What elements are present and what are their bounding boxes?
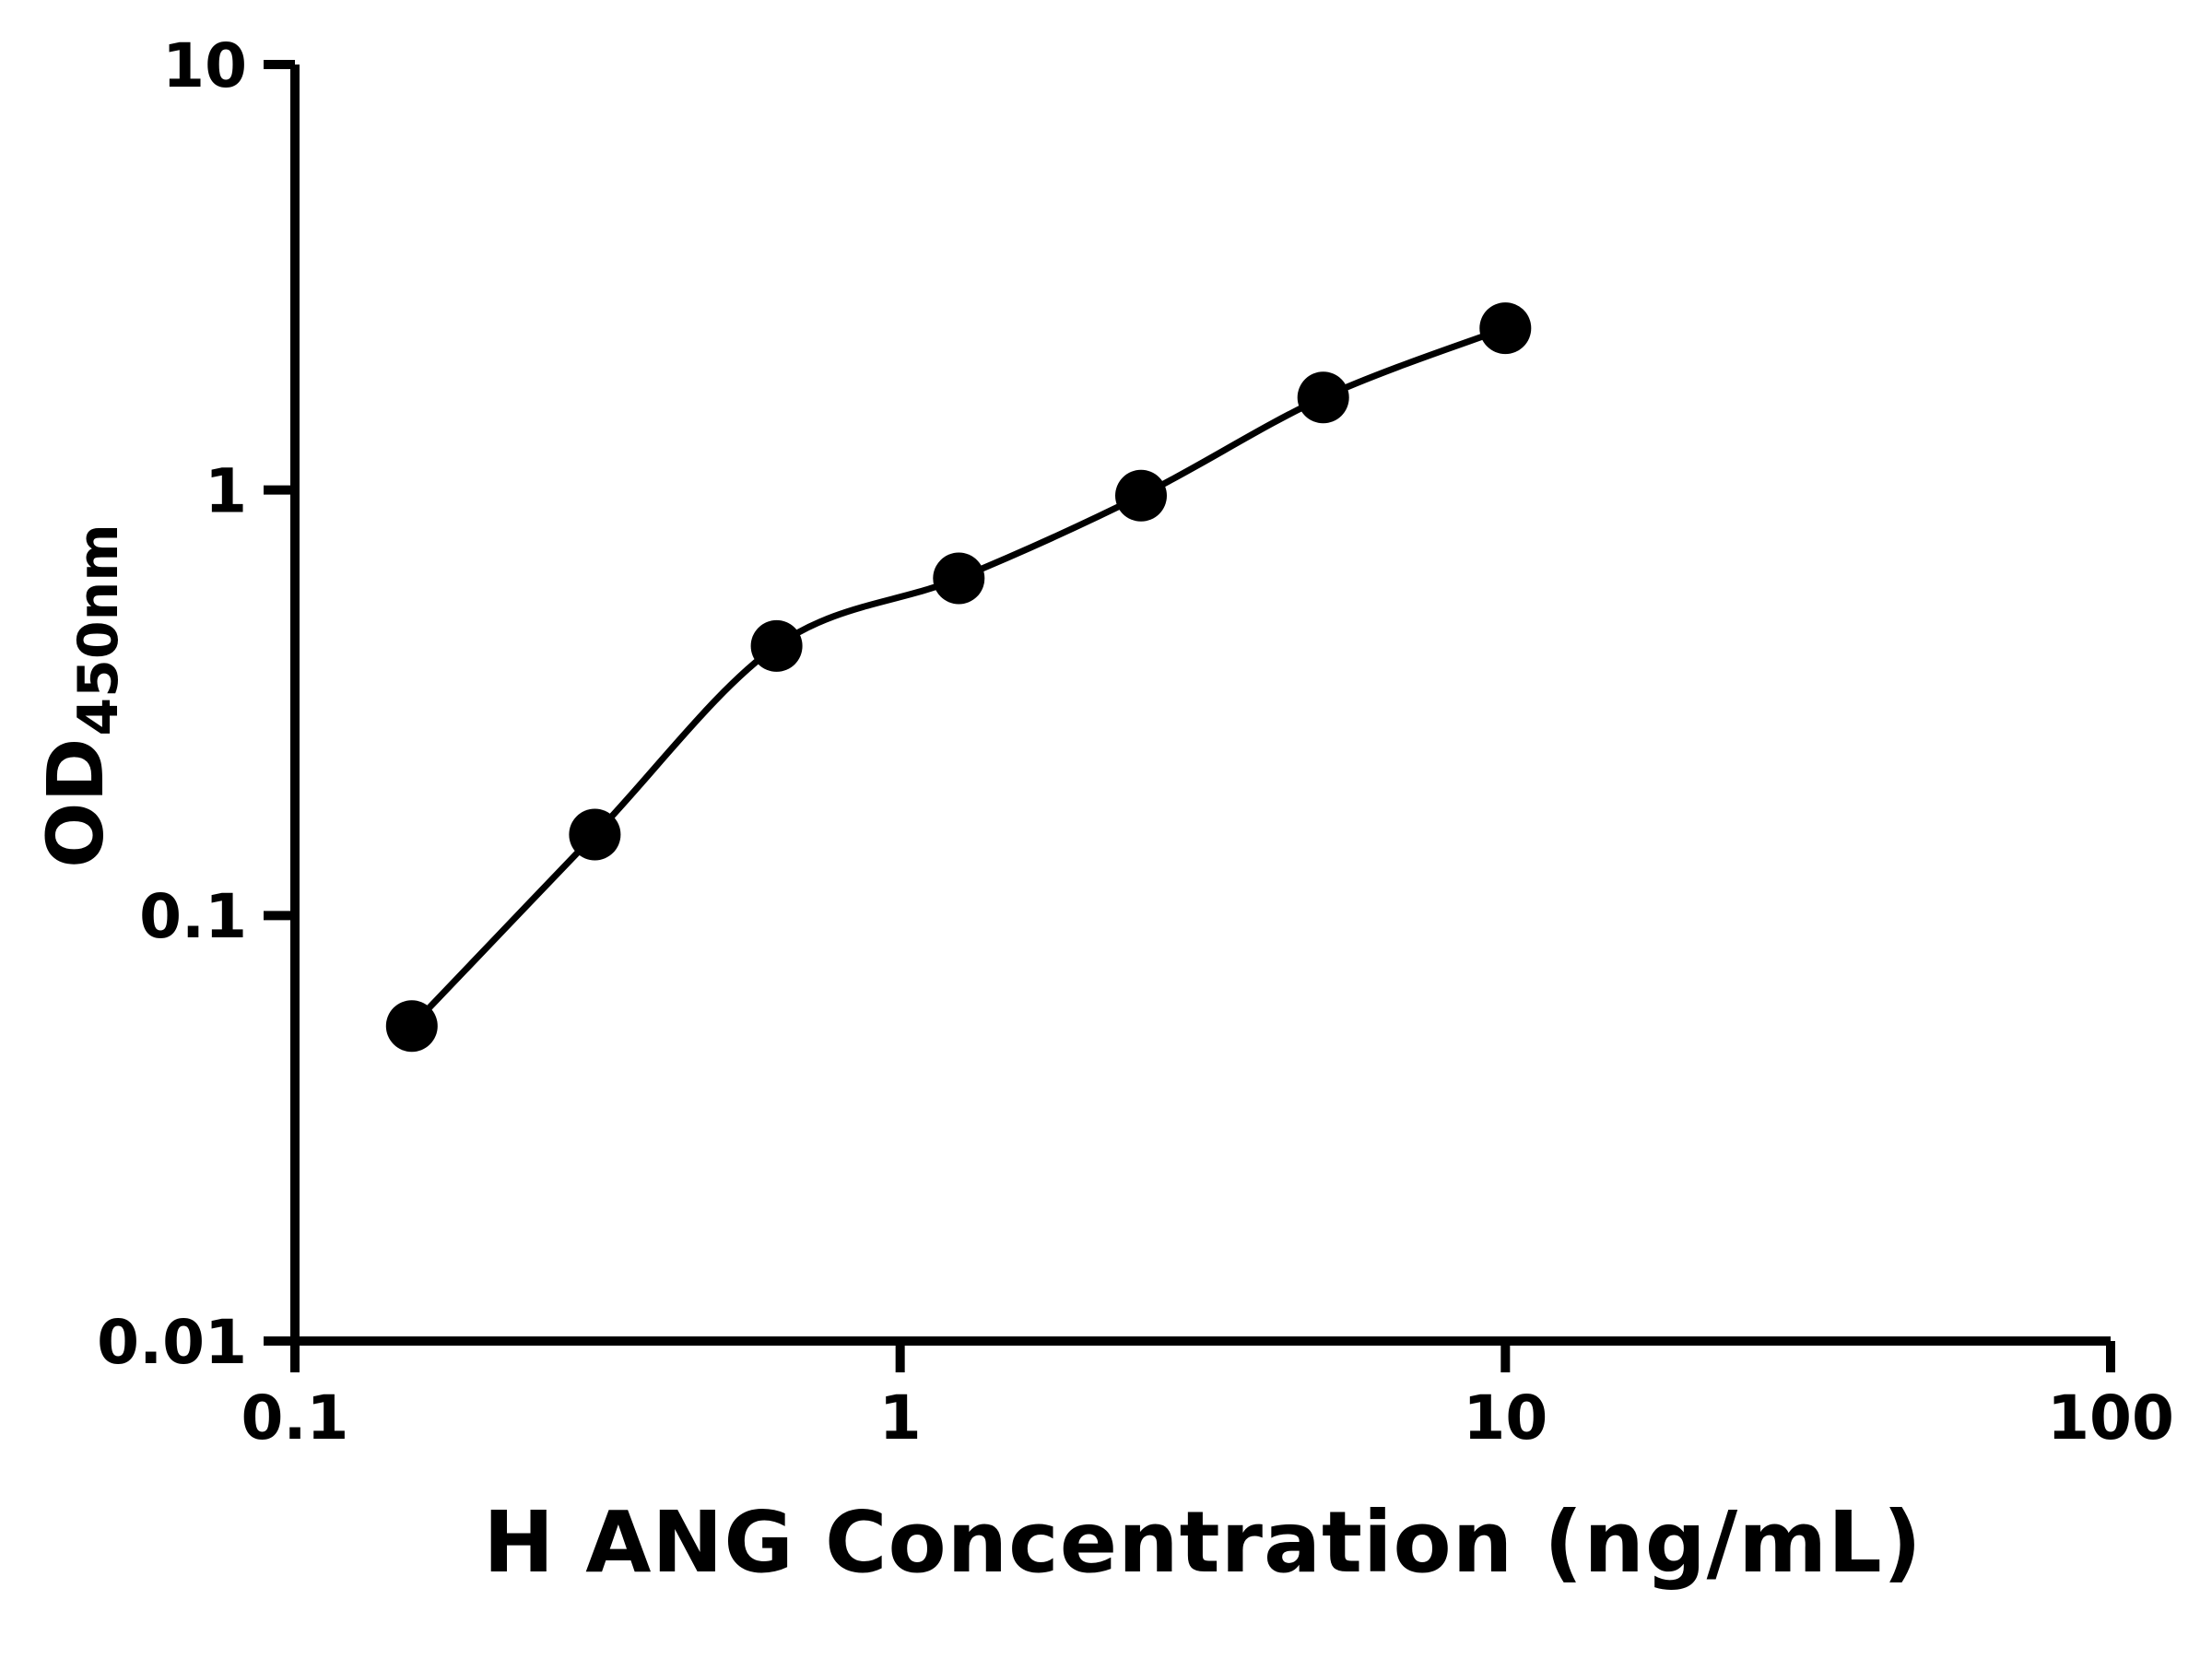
data-point <box>569 808 621 861</box>
data-point <box>1115 469 1167 522</box>
y-axis-label: OD450nm <box>30 524 131 868</box>
data-point <box>750 619 803 672</box>
axes-spines <box>290 65 2111 1346</box>
x-axis-label: H ANG Concentration (ng/mL) <box>483 1493 1923 1592</box>
data-point <box>1479 302 1532 355</box>
y-tick-label: 0.01 <box>97 1307 247 1378</box>
data-point <box>933 552 985 605</box>
y-tick-label: 1 <box>205 455 247 526</box>
x-tick-label: 100 <box>2047 1382 2174 1453</box>
fit-curve <box>409 324 1507 1029</box>
y-tick-label: 0.1 <box>139 881 247 952</box>
y-axis-label-main: OD <box>30 737 121 868</box>
x-tick-label: 0.1 <box>241 1382 349 1453</box>
x-tick-label: 1 <box>879 1382 922 1453</box>
y-axis-label-subscript: 450nm <box>66 524 131 736</box>
data-point <box>385 1000 438 1053</box>
x-tick-label: 10 <box>1463 1382 1547 1453</box>
y-tick-label: 10 <box>162 30 247 101</box>
data-point <box>1297 371 1349 424</box>
